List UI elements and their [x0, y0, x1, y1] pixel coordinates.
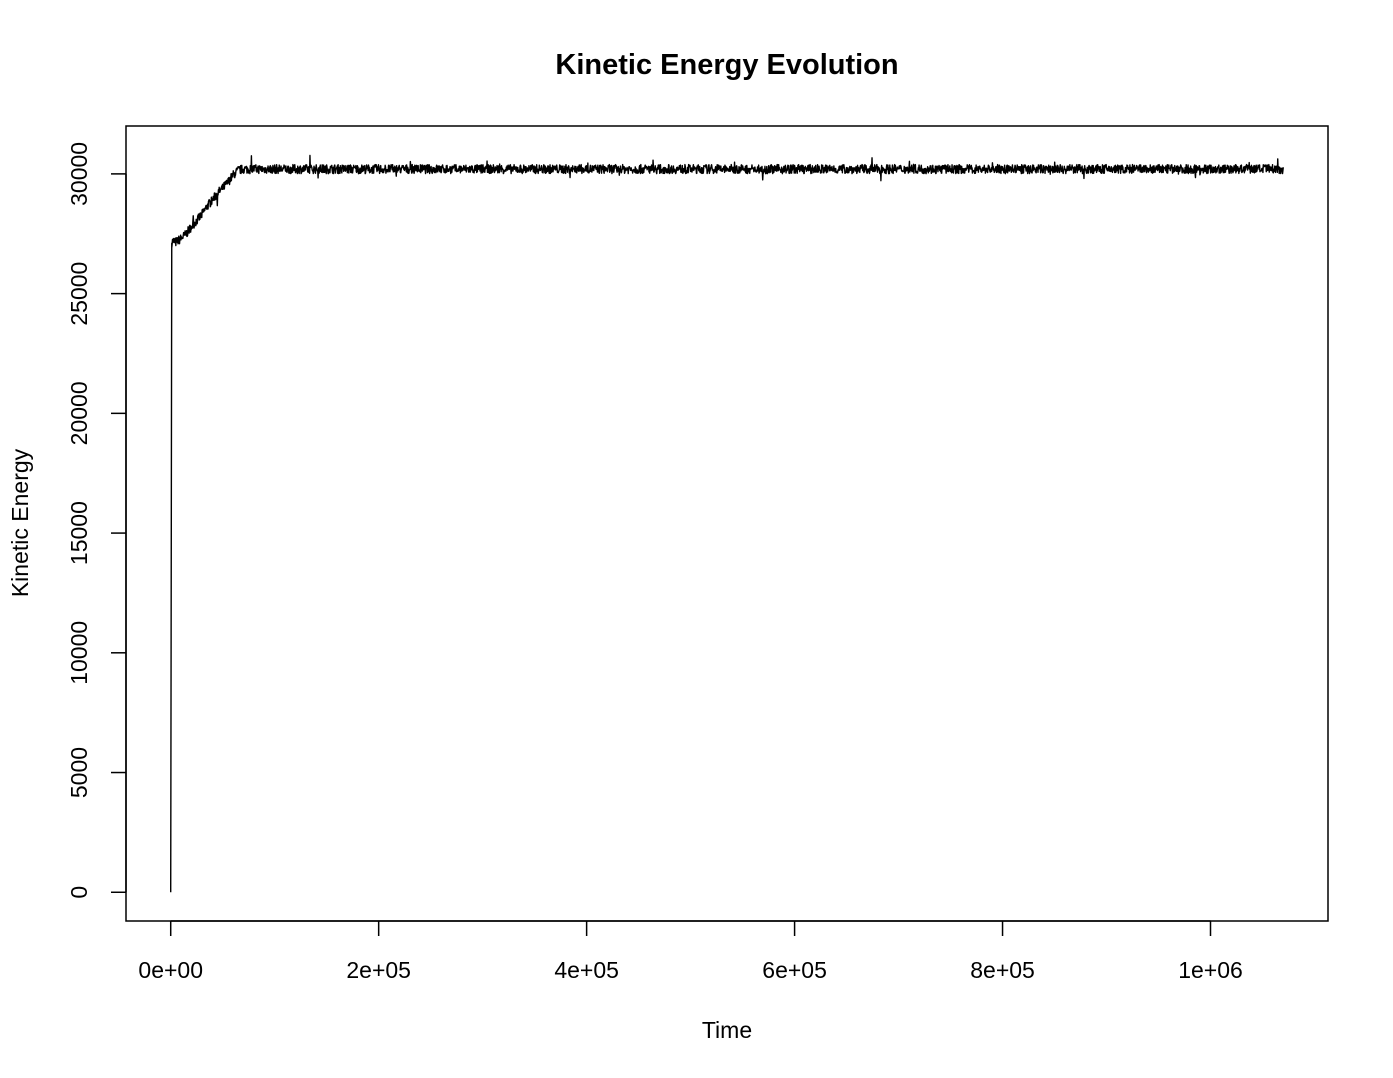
- y-tick-label: 10000: [66, 621, 92, 685]
- x-tick-label: 0e+00: [138, 957, 203, 983]
- y-axis-label: Kinetic Energy: [7, 448, 33, 597]
- kinetic-energy-series-line: [170, 154, 1284, 893]
- y-tick-label: 15000: [66, 501, 92, 565]
- x-axis: 0e+00 2e+05 4e+05 6e+05 8e+05 1e+06: [138, 920, 1243, 983]
- x-tick-label: 1e+06: [1178, 957, 1243, 983]
- y-tick-label: 20000: [66, 381, 92, 445]
- plot-frame: [125, 125, 1329, 922]
- x-tick-label: 4e+05: [554, 957, 619, 983]
- y-axis: 0 5000 10000 15000 20000 25000 30000: [66, 142, 127, 899]
- x-tick-label: 8e+05: [970, 957, 1035, 983]
- chart-title: Kinetic Energy Evolution: [555, 49, 898, 81]
- y-tick-label: 5000: [66, 747, 92, 798]
- x-tick-label: 2e+05: [346, 957, 411, 983]
- y-tick-label: 30000: [66, 142, 92, 206]
- x-tick-label: 6e+05: [762, 957, 827, 983]
- x-axis-label: Time: [702, 1017, 752, 1043]
- y-tick-label: 25000: [66, 262, 92, 326]
- y-tick-label: 0: [66, 886, 92, 899]
